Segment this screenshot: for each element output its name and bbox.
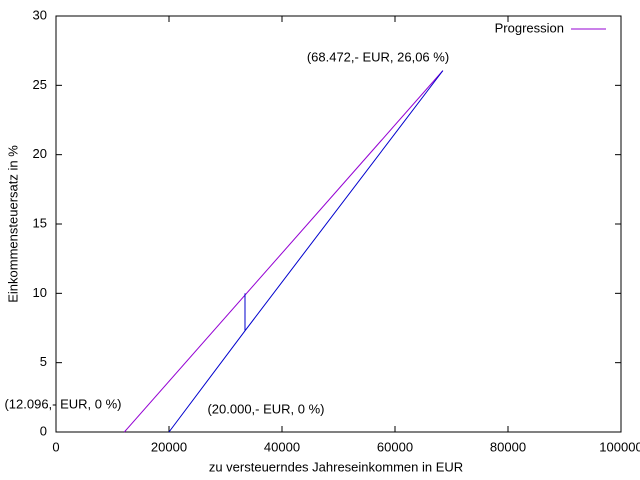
y-tick-label: 10 — [33, 285, 47, 300]
series-line — [123, 70, 444, 433]
series-line — [168, 70, 444, 433]
y-tick-label: 0 — [40, 423, 47, 438]
x-tick-label: 20000 — [151, 439, 187, 454]
y-tick-label: 15 — [33, 215, 47, 230]
x-tick-label: 0 — [52, 439, 59, 454]
y-tick-label: 25 — [33, 77, 47, 92]
annotation: (12.096,- EUR, 0 %) — [4, 396, 121, 411]
annotation: (20.000,- EUR, 0 %) — [207, 401, 324, 416]
y-tick-label: 30 — [33, 7, 47, 22]
y-tick-label: 20 — [33, 146, 47, 161]
x-tick-label: 60000 — [377, 439, 413, 454]
legend-label: Progression — [495, 20, 564, 35]
annotation: (68.472,- EUR, 26,06 %) — [307, 49, 449, 64]
x-axis-title: zu versteuerndes Jahreseinkommen in EUR — [209, 459, 463, 474]
x-tick-label: 40000 — [264, 439, 300, 454]
x-tick-label: 100000 — [599, 439, 640, 454]
plot-frame — [55, 15, 622, 433]
y-tick-label: 5 — [40, 354, 47, 369]
x-tick-label: 80000 — [490, 439, 526, 454]
y-axis-title: Einkommensteuersatz in % — [5, 145, 20, 303]
